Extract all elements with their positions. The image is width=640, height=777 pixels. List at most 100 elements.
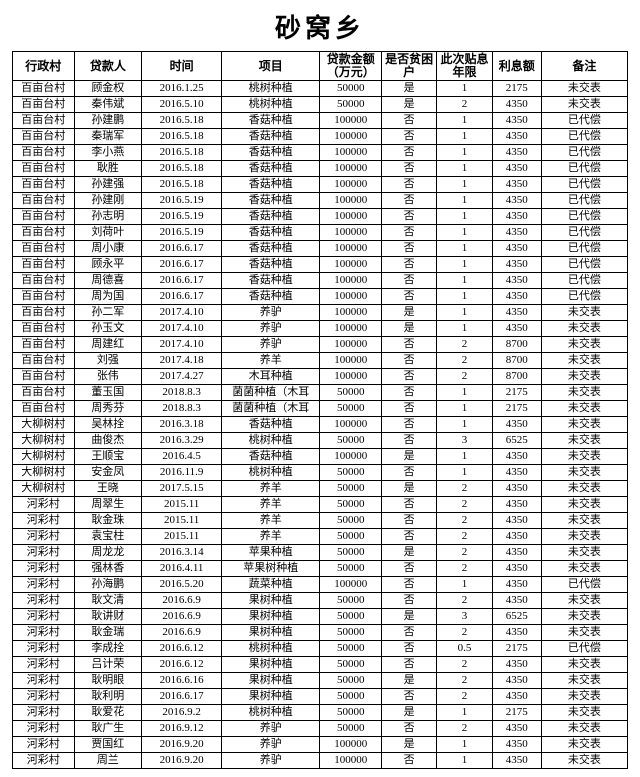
cell-29-0: 河彩村 [13, 545, 75, 561]
cell-32-5: 否 [381, 593, 436, 609]
cell-1-7: 4350 [492, 97, 541, 113]
table-row: 百亩台村孙建鹏2016.5.18香菇种植100000否14350已代偿 [13, 113, 628, 129]
cell-35-8: 已代偿 [541, 641, 627, 657]
table-row: 百亩台村秦瑞军2016.5.18香菇种植100000否14350已代偿 [13, 129, 628, 145]
cell-27-6: 2 [437, 513, 492, 529]
table-row: 大柳树村吴林拴2016.3.18香菇种植100000否14350未交表 [13, 417, 628, 433]
table-row: 河彩村吕计荣2016.6.12果树种植50000否24350未交表 [13, 657, 628, 673]
cell-13-5: 否 [381, 289, 436, 305]
cell-34-7: 4350 [492, 625, 541, 641]
cell-30-0: 河彩村 [13, 561, 75, 577]
cell-13-0: 百亩台村 [13, 289, 75, 305]
cell-18-5: 否 [381, 369, 436, 385]
cell-0-1: 顾金权 [74, 81, 142, 97]
cell-23-4: 100000 [320, 449, 382, 465]
cell-29-3: 苹果种植 [222, 545, 320, 561]
loan-table: 行政村贷款人时间项目贷款金额（万元）是否贫困户此次贴息年限利息额备注 百亩台村顾… [12, 51, 628, 769]
cell-42-0: 河彩村 [13, 753, 75, 769]
cell-9-6: 1 [437, 225, 492, 241]
table-row: 河彩村耿文清2016.6.9果树种植50000否24350未交表 [13, 593, 628, 609]
col-0: 行政村 [13, 52, 75, 81]
cell-23-5: 是 [381, 449, 436, 465]
cell-37-1: 耿明眼 [74, 673, 142, 689]
cell-2-7: 4350 [492, 113, 541, 129]
cell-19-4: 50000 [320, 385, 382, 401]
cell-7-6: 1 [437, 193, 492, 209]
cell-16-8: 未交表 [541, 337, 627, 353]
cell-7-1: 孙建刚 [74, 193, 142, 209]
cell-32-8: 未交表 [541, 593, 627, 609]
table-row: 百亩台村周秀芬2018.8.3菌菌种植（木耳50000否12175未交表 [13, 401, 628, 417]
cell-29-1: 周龙龙 [74, 545, 142, 561]
cell-11-2: 2016.6.17 [142, 257, 222, 273]
table-row: 河彩村周龙龙2016.3.14苹果种植50000是24350未交表 [13, 545, 628, 561]
cell-30-3: 苹果树种植 [222, 561, 320, 577]
cell-17-5: 否 [381, 353, 436, 369]
cell-19-0: 百亩台村 [13, 385, 75, 401]
cell-29-8: 未交表 [541, 545, 627, 561]
cell-10-0: 百亩台村 [13, 241, 75, 257]
page-title: 砂窝乡 [12, 8, 628, 45]
cell-18-2: 2017.4.27 [142, 369, 222, 385]
cell-28-0: 河彩村 [13, 529, 75, 545]
cell-37-7: 4350 [492, 673, 541, 689]
cell-36-3: 果树种植 [222, 657, 320, 673]
cell-25-2: 2017.5.15 [142, 481, 222, 497]
cell-27-8: 未交表 [541, 513, 627, 529]
cell-7-3: 香菇种植 [222, 193, 320, 209]
cell-0-3: 桃树种植 [222, 81, 320, 97]
cell-6-2: 2016.5.18 [142, 177, 222, 193]
cell-30-1: 强林香 [74, 561, 142, 577]
cell-11-3: 香菇种植 [222, 257, 320, 273]
page-container: 砂窝乡 行政村贷款人时间项目贷款金额（万元）是否贫困户此次贴息年限利息额备注 百… [0, 0, 640, 777]
cell-23-7: 4350 [492, 449, 541, 465]
cell-2-5: 否 [381, 113, 436, 129]
cell-5-4: 100000 [320, 161, 382, 177]
cell-19-3: 菌菌种植（木耳 [222, 385, 320, 401]
cell-21-7: 4350 [492, 417, 541, 433]
cell-32-1: 耿文清 [74, 593, 142, 609]
table-row: 百亩台村孙建强2016.5.18香菇种植100000否14350已代偿 [13, 177, 628, 193]
cell-36-1: 吕计荣 [74, 657, 142, 673]
cell-37-4: 50000 [320, 673, 382, 689]
cell-13-6: 1 [437, 289, 492, 305]
cell-2-8: 已代偿 [541, 113, 627, 129]
cell-13-2: 2016.6.17 [142, 289, 222, 305]
cell-36-7: 4350 [492, 657, 541, 673]
table-row: 大柳树村曲俊杰2016.3.29桃树种植50000否36525未交表 [13, 433, 628, 449]
cell-11-1: 顾永平 [74, 257, 142, 273]
cell-1-5: 是 [381, 97, 436, 113]
cell-8-0: 百亩台村 [13, 209, 75, 225]
cell-12-6: 1 [437, 273, 492, 289]
cell-0-5: 是 [381, 81, 436, 97]
cell-24-6: 1 [437, 465, 492, 481]
cell-22-1: 曲俊杰 [74, 433, 142, 449]
cell-23-6: 1 [437, 449, 492, 465]
cell-25-5: 是 [381, 481, 436, 497]
cell-22-2: 2016.3.29 [142, 433, 222, 449]
table-row: 百亩台村张伟2017.4.27木耳种植100000否28700未交表 [13, 369, 628, 385]
cell-26-4: 50000 [320, 497, 382, 513]
cell-36-8: 未交表 [541, 657, 627, 673]
table-row: 百亩台村顾永平2016.6.17香菇种植100000否14350已代偿 [13, 257, 628, 273]
cell-21-3: 香菇种植 [222, 417, 320, 433]
cell-21-5: 否 [381, 417, 436, 433]
cell-26-1: 周翠生 [74, 497, 142, 513]
table-row: 百亩台村周德喜2016.6.17香菇种植100000否14350已代偿 [13, 273, 628, 289]
cell-10-4: 100000 [320, 241, 382, 257]
cell-7-4: 100000 [320, 193, 382, 209]
cell-25-3: 养羊 [222, 481, 320, 497]
cell-15-8: 未交表 [541, 321, 627, 337]
cell-5-5: 否 [381, 161, 436, 177]
cell-6-7: 4350 [492, 177, 541, 193]
cell-32-4: 50000 [320, 593, 382, 609]
cell-5-3: 香菇种植 [222, 161, 320, 177]
col-5: 是否贫困户 [381, 52, 436, 81]
cell-31-8: 已代偿 [541, 577, 627, 593]
cell-35-7: 2175 [492, 641, 541, 657]
table-row: 百亩台村孙志明2016.5.19香菇种植100000否14350已代偿 [13, 209, 628, 225]
cell-24-4: 50000 [320, 465, 382, 481]
cell-30-6: 2 [437, 561, 492, 577]
cell-14-7: 4350 [492, 305, 541, 321]
cell-24-2: 2016.11.9 [142, 465, 222, 481]
